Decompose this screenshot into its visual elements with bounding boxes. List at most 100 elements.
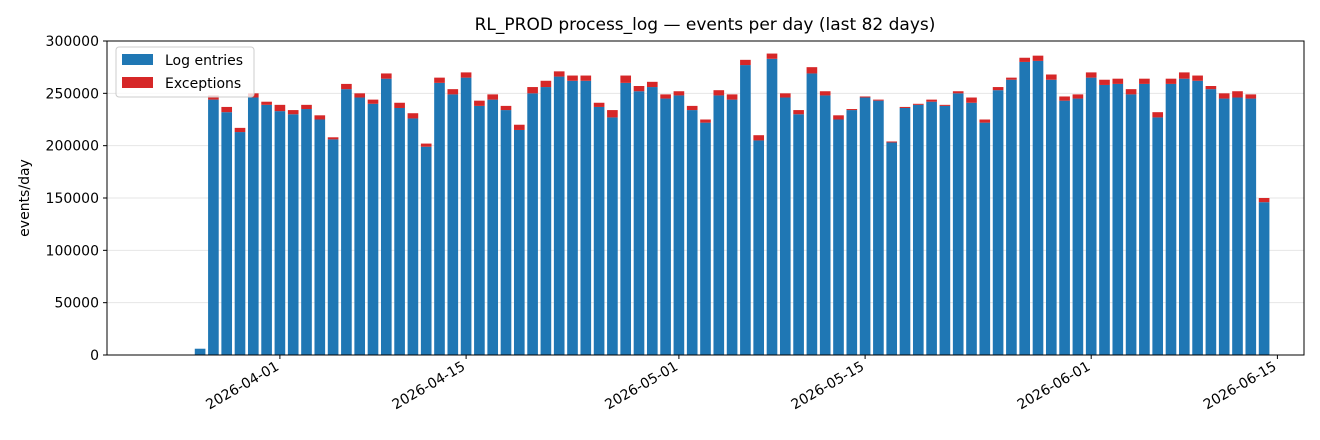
bar-exceptions — [939, 104, 951, 106]
bar-exceptions — [567, 75, 578, 81]
bar-exceptions — [500, 105, 512, 111]
bar-exceptions — [660, 94, 671, 99]
bar-log-entries — [926, 101, 937, 355]
chart-title: RL_PROD process_log — events per day (la… — [475, 15, 936, 35]
bar-log-entries — [274, 111, 286, 355]
bar-log-entries — [766, 58, 778, 355]
bar-log-entries — [553, 76, 565, 355]
bar-log-entries — [301, 109, 312, 356]
bar-exceptions — [513, 124, 525, 130]
bar-log-entries — [434, 82, 445, 355]
bar-log-entries — [793, 114, 804, 356]
legend-label-exceptions: Exceptions — [165, 76, 241, 92]
bar-exceptions — [1099, 79, 1110, 85]
bar-exceptions — [1085, 72, 1097, 78]
bar-exceptions — [1059, 96, 1070, 101]
bar-log-entries — [1032, 60, 1044, 356]
bar-log-entries — [979, 122, 991, 355]
bar-log-entries — [646, 87, 658, 355]
y-tick-label: 200000 — [46, 139, 99, 155]
bar-log-entries — [234, 132, 246, 355]
bar-log-entries — [407, 118, 419, 355]
bar-exceptions — [873, 99, 884, 101]
bar-exceptions — [1032, 55, 1044, 61]
bar-exceptions — [633, 86, 645, 92]
bar-log-entries — [527, 93, 538, 355]
bar-exceptions — [1125, 89, 1137, 95]
bar-log-entries — [327, 139, 339, 355]
bar-log-entries — [487, 99, 499, 355]
bar-exceptions — [646, 81, 658, 88]
bar-log-entries — [221, 112, 233, 355]
bar-exceptions — [540, 80, 552, 88]
bar-log-entries — [460, 77, 472, 355]
bar-exceptions — [1165, 78, 1177, 84]
bar-exceptions — [261, 101, 272, 105]
bar-log-entries — [367, 103, 379, 355]
bar-log-entries — [447, 94, 459, 355]
bar-exceptions — [1019, 57, 1031, 62]
bar-exceptions — [753, 135, 765, 141]
bar-exceptions — [420, 143, 432, 147]
bars — [194, 53, 1270, 356]
bar-exceptions — [886, 141, 898, 143]
bar-log-entries — [833, 119, 844, 355]
bar-exceptions — [580, 75, 592, 81]
y-tick-label: 250000 — [46, 86, 99, 102]
bar-exceptions — [447, 89, 459, 95]
bar-exceptions — [221, 106, 233, 113]
bar-exceptions — [713, 90, 725, 96]
bar-exceptions — [992, 87, 1004, 91]
bar-exceptions — [806, 67, 818, 74]
bar-exceptions — [1258, 198, 1270, 203]
bar-exceptions — [966, 97, 977, 103]
bar-exceptions — [700, 119, 711, 123]
bar-exceptions — [301, 104, 312, 110]
bar-exceptions — [367, 99, 379, 104]
bar-exceptions — [620, 75, 632, 83]
bar-log-entries — [500, 110, 512, 355]
bar-exceptions — [1139, 78, 1150, 84]
legend-label-log-entries: Log entries — [165, 53, 243, 69]
bar-exceptions — [487, 94, 499, 100]
bar-log-entries — [912, 104, 924, 355]
bar-log-entries — [886, 142, 898, 355]
bar-log-entries — [1045, 79, 1057, 355]
bar-exceptions — [766, 53, 778, 59]
bar-log-entries — [1085, 77, 1097, 355]
bar-exceptions — [460, 72, 472, 78]
bar-log-entries — [1232, 97, 1243, 356]
bar-log-entries — [633, 91, 645, 356]
legend-swatch-exceptions — [122, 77, 153, 88]
bar-exceptions — [912, 103, 924, 105]
bar-exceptions — [1205, 86, 1217, 90]
bar-exceptions — [327, 137, 339, 140]
legend-swatch-log-entries — [122, 54, 153, 65]
bar-exceptions — [726, 94, 738, 100]
bar-exceptions — [1218, 93, 1230, 99]
bar-log-entries — [474, 105, 485, 355]
bar-exceptions — [952, 91, 964, 94]
y-tick-label: 100000 — [46, 243, 99, 259]
bar-exceptions — [740, 59, 751, 66]
bar-log-entries — [952, 93, 964, 355]
bar-exceptions — [380, 73, 392, 79]
bar-exceptions — [407, 113, 419, 119]
bar-log-entries — [753, 140, 765, 355]
bar-log-entries — [673, 95, 685, 355]
bar-log-entries — [354, 97, 366, 356]
bar-log-entries — [1218, 98, 1230, 356]
y-tick-label: 50000 — [54, 296, 99, 312]
bar-log-entries — [194, 348, 206, 355]
bar-log-entries — [1019, 61, 1031, 355]
bar-exceptions — [234, 127, 246, 133]
bar-exceptions — [1245, 94, 1257, 99]
bar-log-entries — [1125, 94, 1137, 355]
bar-log-entries — [1192, 80, 1203, 356]
bar-exceptions — [593, 102, 605, 107]
bar-exceptions — [208, 95, 219, 100]
bar-exceptions — [287, 110, 299, 115]
bar-log-entries — [939, 105, 951, 355]
bar-log-entries — [540, 87, 552, 355]
